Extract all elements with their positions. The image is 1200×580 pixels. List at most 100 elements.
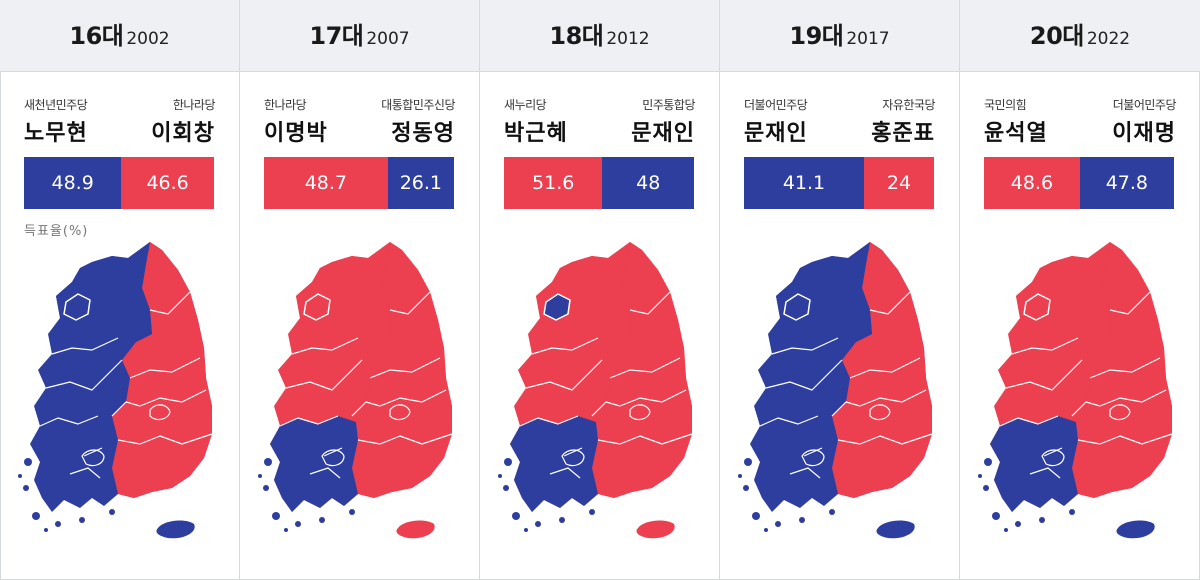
- map-region-border: [759, 415, 819, 427]
- map-region-jeju: [396, 520, 435, 539]
- map-region-jeju: [636, 520, 675, 539]
- candidate-right: 자유한국당 홍준표: [830, 96, 935, 147]
- map-island: [32, 512, 40, 520]
- candidate-name: 이명박: [264, 121, 328, 146]
- map-region-border: [39, 415, 99, 427]
- election-term: 20대: [1029, 22, 1084, 50]
- map-region-southwest: [270, 416, 358, 512]
- map-region-border: [831, 389, 927, 417]
- map-region-southwest: [990, 416, 1078, 512]
- map-region-border: [849, 357, 921, 379]
- map-island: [1004, 528, 1008, 532]
- map-island: [284, 528, 288, 532]
- regional-result-map: [738, 242, 933, 539]
- map-city-outline: [561, 449, 585, 467]
- map-region-border: [1029, 467, 1061, 479]
- candidate-name: 문재인: [631, 121, 695, 146]
- map-region-border: [869, 291, 911, 315]
- map-region-border: [129, 357, 201, 379]
- map-island: [24, 458, 32, 466]
- vote-share-bar: 48.7 26.1: [264, 157, 454, 209]
- map-region-east: [592, 242, 692, 498]
- map-island: [524, 528, 528, 532]
- map-region-border: [1043, 447, 1063, 457]
- map-island: [23, 485, 29, 491]
- map-region-border: [117, 433, 213, 445]
- map-region-border: [789, 467, 821, 479]
- map-island: [44, 528, 48, 532]
- map-region-border: [609, 357, 681, 379]
- map-region-border: [837, 433, 933, 445]
- map-island: [349, 509, 355, 515]
- party-name: 국민의힘: [984, 98, 1027, 112]
- map-region-jeju: [876, 520, 915, 539]
- map-island: [829, 509, 835, 515]
- map-city-outline: [1041, 449, 1065, 467]
- map-city-outline: [869, 404, 891, 421]
- map-region-border: [1071, 389, 1167, 417]
- map-region-border: [591, 389, 687, 417]
- map-island: [1015, 521, 1021, 527]
- map-region-border: [563, 447, 583, 457]
- map-region-border: [357, 433, 453, 445]
- party-name: 민주통합당: [642, 98, 695, 112]
- candidate-name: 이회창: [151, 121, 215, 146]
- bar-segment-left: 48.6: [984, 157, 1080, 209]
- election-header: 16대 2002: [0, 0, 239, 72]
- map-island: [738, 474, 742, 478]
- election-header: 17대 2007: [240, 0, 479, 72]
- party-name: 더불어민주당: [1112, 98, 1177, 112]
- election-column-2012: 18대 2012 새누리당 박근혜 민주통합당 문재인 51.6 48: [480, 0, 720, 580]
- candidate-left: 새천년민주당 노무현: [24, 96, 129, 147]
- map-region-border: [83, 447, 103, 457]
- map-island: [263, 485, 269, 491]
- election-column-2017: 19대 2017 더불어민주당 문재인 자유한국당 홍준표 41.1 24: [720, 0, 960, 580]
- map-region-capital: [783, 293, 811, 321]
- election-term: 17대: [309, 22, 364, 50]
- election-year: 2022: [1086, 29, 1131, 49]
- map-region-border: [149, 291, 191, 315]
- bar-segment-right: 48: [602, 157, 694, 209]
- candidate-left: 한나라당 이명박: [264, 96, 369, 147]
- election-header: 18대 2012: [480, 0, 719, 72]
- election-year: 2017: [846, 29, 890, 49]
- map-region-border: [1005, 359, 1083, 391]
- candidate-name: 홍준표: [871, 121, 935, 146]
- map-region-border: [389, 291, 431, 315]
- map-island: [744, 458, 752, 466]
- map-island: [272, 512, 280, 520]
- bar-segment-right: 47.8: [1079, 157, 1174, 209]
- regional-result-map: [978, 242, 1173, 539]
- map-island: [512, 512, 520, 520]
- map-region-capital: [1023, 293, 1051, 321]
- map-region-border: [111, 389, 207, 417]
- bar-segment-left: 48.7: [264, 157, 388, 209]
- regional-result-map: [498, 242, 693, 539]
- map-region-border: [531, 337, 599, 355]
- map-city-outline: [81, 449, 105, 467]
- map-region-border: [1077, 433, 1173, 445]
- map-island: [109, 509, 115, 515]
- vote-share-bar: 48.6 47.8: [984, 157, 1174, 209]
- bar-segment-right: 26.1: [387, 157, 454, 209]
- map-island: [503, 485, 509, 491]
- candidate-name: 윤석열: [984, 121, 1048, 146]
- map-region-border: [519, 415, 579, 427]
- map-region-border: [1011, 337, 1079, 355]
- map-city-outline: [149, 404, 171, 421]
- map-island: [978, 474, 982, 478]
- map-island: [743, 485, 749, 491]
- map-city-outline: [629, 404, 651, 421]
- map-region-capital: [303, 293, 331, 321]
- map-island: [589, 509, 595, 515]
- election-column-2002: 16대 2002 새천년민주당 노무현 한나라당 이회창 48.9 46.6 득표율(%): [0, 0, 240, 580]
- map-region-border: [525, 359, 603, 391]
- candidate-left: 더불어민주당 문재인: [744, 96, 849, 147]
- map-region-east: [112, 242, 212, 498]
- party-name: 새천년민주당: [24, 98, 88, 112]
- map-region-east: [832, 242, 932, 498]
- map-region-border: [999, 415, 1059, 427]
- regional-result-map: [18, 242, 213, 539]
- map-region-border: [291, 337, 359, 355]
